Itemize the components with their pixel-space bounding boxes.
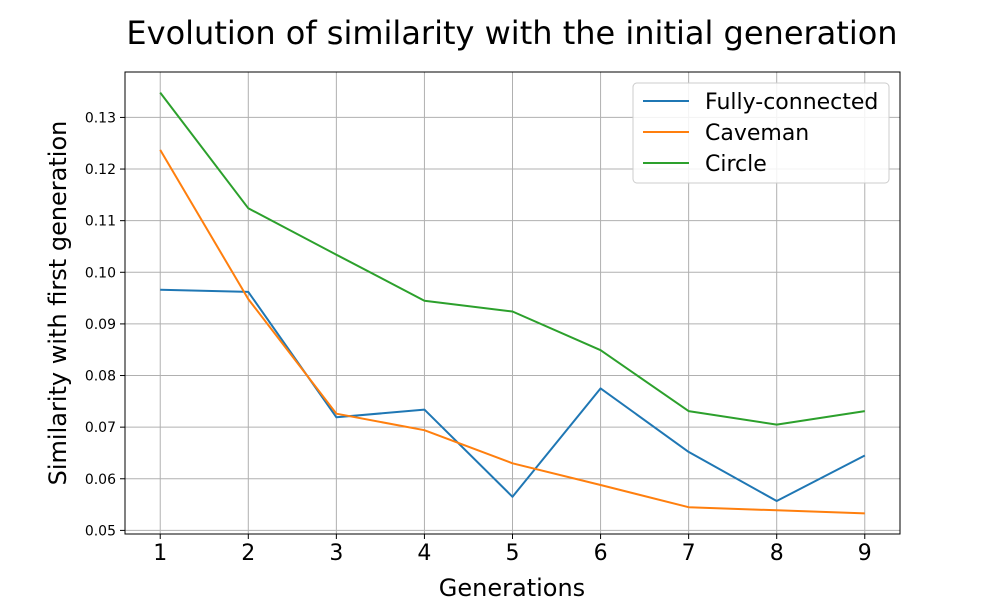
y-tick-label: 0.07	[85, 420, 116, 436]
series-line	[159, 91, 865, 426]
x-tick-label: 4	[417, 541, 431, 566]
x-axis-label: Generations	[439, 574, 585, 600]
x-tick-label: 3	[329, 541, 343, 566]
x-tick-label: 7	[682, 541, 696, 566]
y-tick-label: 0.10	[85, 265, 116, 281]
chart-title: Evolution of similarity with the initial…	[126, 14, 897, 52]
x-tick-label: 1	[153, 541, 167, 566]
y-tick-label: 0.08	[85, 369, 116, 385]
y-tick-label: 0.09	[85, 317, 116, 333]
x-tick-label: 6	[594, 541, 608, 566]
y-axis-label: Similarity with first generation	[44, 121, 72, 486]
legend: Fully-connected Caveman Circle	[632, 82, 890, 184]
y-tick-label: 0.05	[85, 523, 116, 539]
x-tick-label: 9	[858, 541, 872, 566]
y-tick-label: 0.06	[85, 472, 116, 488]
x-tick-label: 2	[241, 541, 255, 566]
series-layer	[159, 91, 866, 515]
series-line	[160, 288, 866, 502]
x-axis: 1 2 3 4 5 6 7 8 9	[153, 534, 872, 566]
y-tick-label: 0.11	[85, 214, 116, 230]
legend-label: Fully-connected	[705, 90, 878, 115]
legend-label: Circle	[705, 152, 767, 177]
y-tick-label: 0.13	[85, 110, 116, 126]
legend-box	[632, 82, 890, 184]
series-line	[159, 149, 865, 515]
y-tick-label: 0.12	[85, 162, 116, 178]
x-tick-label: 8	[770, 541, 784, 566]
y-axis: 0.05 0.06 0.07 0.08 0.09 0.10 0.11 0.12 0.13	[85, 110, 125, 539]
legend-label: Caveman	[705, 121, 809, 146]
grid	[125, 72, 900, 534]
x-tick-label: 5	[506, 541, 520, 566]
